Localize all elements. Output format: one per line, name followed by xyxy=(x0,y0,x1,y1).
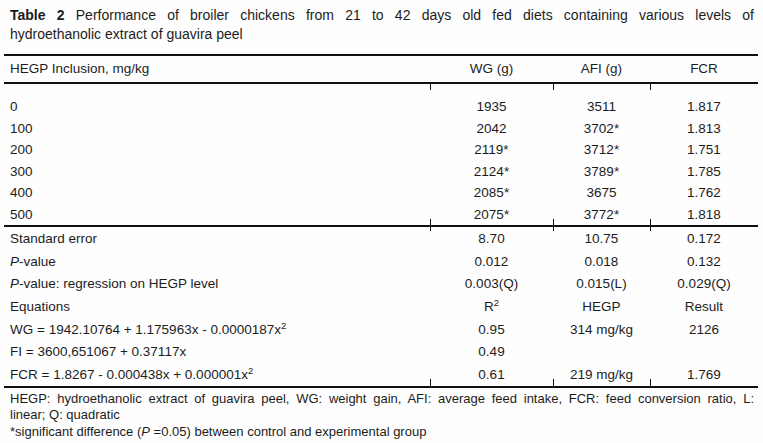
table-row: P-value 0.012 0.018 0.132 xyxy=(4,250,758,273)
cell-afi: 10.75 xyxy=(553,231,650,246)
table-row: 0 1935 3511 1.817 xyxy=(4,96,758,118)
equation-row: FCR = 1.8267 - 0.000438x + 0.000001x2 0.… xyxy=(4,363,758,386)
table-caption-line1: Table 2 Performance of broiler chickens … xyxy=(10,6,754,25)
table-row: 200 2119* 3712* 1.751 xyxy=(4,139,758,161)
footnote-abbreviations-line2: linear; Q: quadratic xyxy=(10,407,754,423)
header-afi: AFI (g) xyxy=(553,61,650,76)
cell-afi: 3675 xyxy=(553,185,650,200)
equation-row: FI = 3600,651067 + 0.37117x 0.49 xyxy=(4,340,758,363)
cell-hegp: 314 mg/kg xyxy=(553,322,650,337)
paper-table-page: Table 2 Performance of broiler chickens … xyxy=(0,0,763,443)
table-row: 500 2075* 3772* 1.818 xyxy=(4,204,758,226)
cell-r2: 0.61 xyxy=(430,367,553,382)
table-header-row: HEGP Inclusion, mg/kg WG (g) AFI (g) FCR xyxy=(4,56,758,80)
table-row: Standard error 8.70 10.75 0.172 xyxy=(4,227,758,250)
header-hegp-inclusion: HEGP Inclusion, mg/kg xyxy=(4,61,430,76)
header-wg: WG (g) xyxy=(430,61,553,76)
cell-wg: 1935 xyxy=(430,99,553,114)
table-caption: Table 2 Performance of broiler chickens … xyxy=(10,6,754,44)
cell-equation: FI = 3600,651067 + 0.37117x xyxy=(4,344,430,359)
cell-wg: 2124* xyxy=(430,164,553,179)
equation-row: WG = 1942.10764 + 1.175963x - 0.0000187x… xyxy=(4,318,758,341)
cell-fcr: 1.817 xyxy=(650,99,758,114)
table-number: Table 2 xyxy=(10,7,65,23)
cell-afi: 3511 xyxy=(553,99,650,114)
table-row: 400 2085* 3675 1.762 xyxy=(4,182,758,204)
cell-level: 500 xyxy=(4,207,430,222)
cell-stat-label: P-value xyxy=(4,254,430,269)
cell-wg: 2085* xyxy=(430,185,553,200)
cell-fcr: 1.818 xyxy=(650,207,758,222)
rule-below-header xyxy=(4,82,758,84)
cell-fcr: 1.762 xyxy=(650,185,758,200)
cell-afi: 3702* xyxy=(553,121,650,136)
cell-result-header: Result xyxy=(650,299,758,314)
cell-fcr: 0.172 xyxy=(650,231,758,246)
cell-r2-header: R2 xyxy=(430,299,553,314)
cell-stat-label: Standard error xyxy=(4,231,430,246)
cell-hegp-header: HEGP xyxy=(553,299,650,314)
cell-wg: 2119* xyxy=(430,142,553,157)
cell-r2: 0.49 xyxy=(430,344,553,359)
cell-fcr: 1.751 xyxy=(650,142,758,157)
cell-level: 100 xyxy=(4,121,430,136)
cell-fcr: 0.029(Q) xyxy=(650,276,758,291)
cell-afi: 3789* xyxy=(553,164,650,179)
cell-afi: 3712* xyxy=(553,142,650,157)
cell-result: 1.769 xyxy=(650,367,758,382)
cell-level: 0 xyxy=(4,99,430,114)
cell-fcr: 1.785 xyxy=(650,164,758,179)
footnote-abbreviations-line1: HEGP: hydroethanolic extract of guavira … xyxy=(10,391,754,407)
table-caption-text: Performance of broiler chickens from 21 … xyxy=(76,7,754,23)
cell-hegp: 219 mg/kg xyxy=(553,367,650,382)
cell-level: 400 xyxy=(4,185,430,200)
cell-wg: 2042 xyxy=(430,121,553,136)
cell-level: 200 xyxy=(4,142,430,157)
cell-level: 300 xyxy=(4,164,430,179)
rule-bottom xyxy=(4,386,758,388)
cell-result: 2126 xyxy=(650,322,758,337)
cell-afi: 0.018 xyxy=(553,254,650,269)
cell-fcr: 0.132 xyxy=(650,254,758,269)
table-footnotes: HEGP: hydroethanolic extract of guavira … xyxy=(10,391,754,440)
cell-r2: 0.95 xyxy=(430,322,553,337)
cell-afi: 3772* xyxy=(553,207,650,222)
cell-wg: 0.012 xyxy=(430,254,553,269)
stats-section: Standard error 8.70 10.75 0.172 P-value … xyxy=(4,227,758,386)
cell-wg: 0.003(Q) xyxy=(430,276,553,291)
cell-fcr: 1.813 xyxy=(650,121,758,136)
equations-header-row: Equations R2 HEGP Result xyxy=(4,295,758,318)
cell-wg: 2075* xyxy=(430,207,553,222)
cell-wg: 8.70 xyxy=(430,231,553,246)
table-row: 300 2124* 3789* 1.785 xyxy=(4,161,758,183)
cell-equations-label: Equations xyxy=(4,299,430,314)
data-rows-section: 0 1935 3511 1.817 100 2042 3702* 1.813 2… xyxy=(4,86,758,225)
table-row: 100 2042 3702* 1.813 xyxy=(4,118,758,140)
cell-afi: 0.015(L) xyxy=(553,276,650,291)
cell-stat-label: P-value: regression on HEGP level xyxy=(4,276,430,291)
header-fcr: FCR xyxy=(650,61,758,76)
table-caption-line2: hydroethanolic extract of guavira peel xyxy=(10,25,754,44)
cell-equation: FCR = 1.8267 - 0.000438x + 0.000001x2 xyxy=(4,367,430,382)
footnote-significance: *significant difference (P =0.05) betwee… xyxy=(10,424,754,440)
cell-equation: WG = 1942.10764 + 1.175963x - 0.0000187x… xyxy=(4,322,430,337)
table-row: P-value: regression on HEGP level 0.003(… xyxy=(4,272,758,295)
